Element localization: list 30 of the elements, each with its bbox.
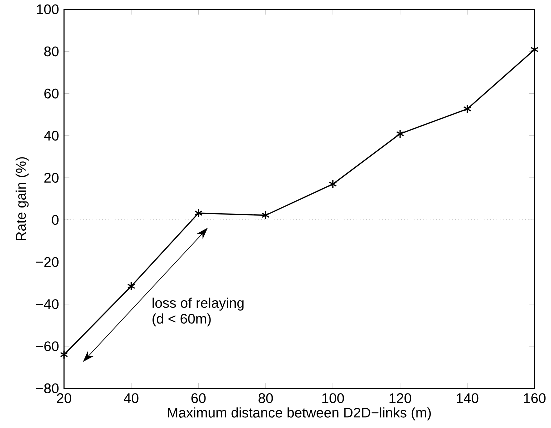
point — [329, 180, 338, 189]
x-tick-label: 160 — [524, 393, 546, 404]
y-tick-label: 20 — [44, 172, 59, 183]
y-axis-title: Rate gain (%) — [16, 157, 29, 240]
y-tick-label: −40 — [36, 299, 59, 310]
annotation: (d < 60m) — [152, 314, 211, 326]
x-tick-label: 100 — [322, 393, 344, 404]
y-tick-label: −20 — [36, 257, 59, 268]
point — [396, 129, 404, 138]
point — [60, 350, 68, 360]
x-tick-label: 40 — [124, 393, 139, 404]
annotation: loss of relaying — [152, 298, 244, 311]
x-tick-label: 60 — [192, 393, 206, 404]
point — [194, 208, 203, 218]
x-tick-label: 140 — [457, 393, 479, 404]
point — [127, 282, 136, 291]
y-tick-label: 0 — [52, 215, 59, 225]
point — [530, 45, 539, 54]
y-tick-label: −80 — [36, 384, 59, 394]
y-tick-label: 60 — [44, 88, 59, 99]
point — [464, 104, 472, 114]
x-tick-label: 120 — [390, 393, 412, 404]
y-tick-label: 100 — [37, 4, 59, 14]
x-tick-label: 20 — [57, 393, 72, 404]
x-axis-title: Maximum distance between D2D−links (m) — [168, 407, 432, 420]
y-tick-label: −60 — [36, 341, 59, 352]
point — [262, 210, 270, 220]
x-tick-label: 80 — [258, 393, 274, 404]
y-tick-label: 40 — [44, 130, 59, 141]
y-tick-label: 80 — [44, 46, 59, 56]
